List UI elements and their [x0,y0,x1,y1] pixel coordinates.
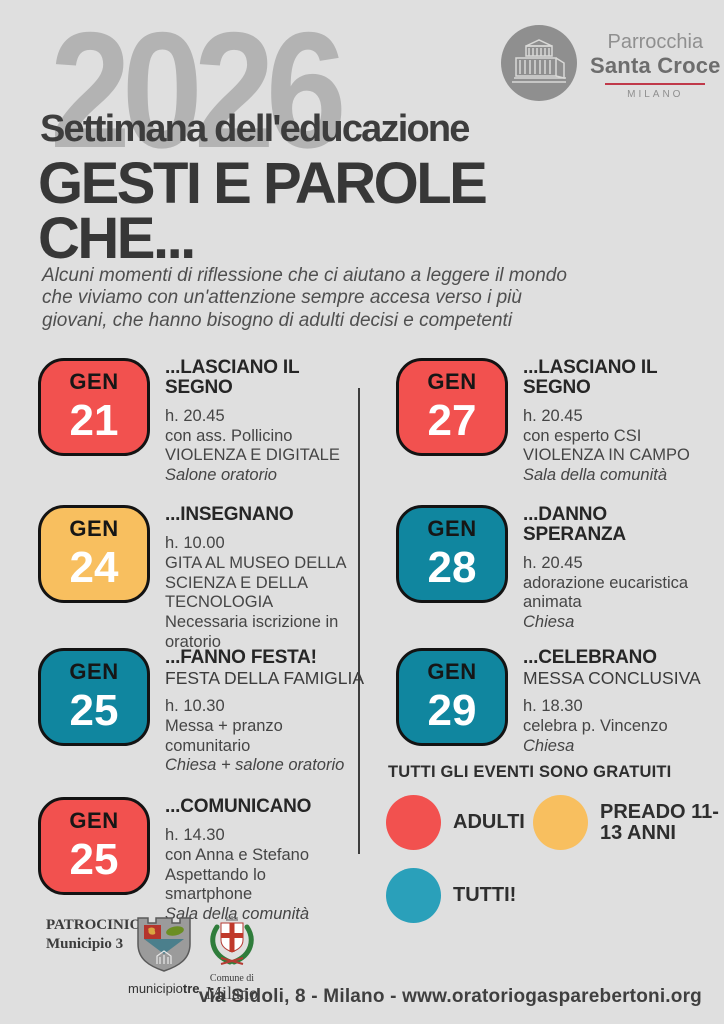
event-date-badge: GEN 24 [38,505,150,603]
legend-dot-tutti [386,868,441,923]
event-location: Salone oratorio [165,466,277,485]
legend-heading: TUTTI GLI EVENTI SONO GRATUITI [388,763,672,781]
patronage-text: PATROCINIO Municipio 3 [46,917,142,952]
event-date-badge: GEN 25 [38,797,150,895]
event-date-badge: GEN 25 [38,648,150,746]
parish-divider-line [605,83,706,86]
event-date-badge: GEN 27 [396,358,508,456]
event-card-gen21: GEN 21 ...LASCIANO IL SEGNO h. 20.45 con… [38,358,357,486]
event-card-gen29: GEN 29 ...CELEBRANO MESSA CONCLUSIVA h. … [396,648,701,756]
church-building-icon [500,24,578,107]
column-divider [358,388,360,854]
event-card-gen25-festa: GEN 25 ...FANNO FESTA! FESTA DELLA FAMIG… [38,648,364,776]
event-title: ...INSEGNANO [165,504,294,525]
event-title: ...LASCIANO IL SEGNO [523,357,658,398]
event-time: h. 20.45 [165,406,225,425]
event-location: Sala della comunità [165,905,310,924]
event-title: ...COMUNICANO [165,796,312,817]
event-time: h. 20.45 [523,553,583,572]
municipio-tre-crest-icon [133,916,195,979]
legend-item-adulti: ADULTI [386,795,525,850]
event-location: Sala della comunità [523,466,668,485]
event-location: Chiesa [523,613,575,632]
event-card-gen27: GEN 27 ...LASCIANO IL SEGNO h. 20.45 con… [396,358,695,486]
event-subtitle: MESSA CONCLUSIVA [523,667,701,688]
event-card-gen24: GEN 24 ...INSEGNANO h. 10.00 GITA AL MUS… [38,505,357,653]
legend-item-tutti: TUTTI! [386,868,516,923]
comune-di-milano-crest-icon [206,915,258,972]
event-title: ...LASCIANO IL SEGNO [165,357,300,398]
municipio-tre-crest: municipiotre [128,916,200,996]
event-card-gen25-comunicano: GEN 25 ...COMUNICANO h. 14.30 con Anna e… [38,797,357,925]
event-title: ...FANNO FESTA! [165,647,317,668]
municipio-tre-caption: municipiotre [128,981,200,996]
intro-paragraph: Alcuni momenti di riflessione che ci aiu… [42,265,567,331]
event-time: h. 10.30 [165,697,225,716]
event-subtitle: FESTA DELLA FAMIGLIA [165,667,365,688]
event-title: ...CELEBRANO [523,647,657,668]
event-time: h. 14.30 [165,825,225,844]
event-time: h. 20.45 [523,406,583,425]
footer-address: via Sidoli, 8 - Milano - www.oratoriogas… [198,986,702,1007]
legend-dot-preado [533,795,588,850]
event-time: h. 18.30 [523,697,583,716]
event-time: h. 10.00 [165,533,225,552]
event-date-badge: GEN 21 [38,358,150,456]
parish-name: Parrocchia [607,30,704,53]
event-card-gen28: GEN 28 ...DANNO SPERANZA h. 20.45 adoraz… [396,505,699,633]
parish-logo: Parrocchia Santa Croce MILANO [500,24,721,107]
poster-title-line1: GESTI E PAROLE [38,151,488,216]
legend-item-preado: PREADO 11-13 ANNI [533,795,720,850]
legend-dot-adulti [386,795,441,850]
event-location: Chiesa + salone oratorio [165,756,345,775]
event-date-badge: GEN 28 [396,505,508,603]
event-title: ...DANNO SPERANZA [523,504,626,545]
year-headline: 2026 [50,0,347,182]
event-location: Chiesa [523,736,575,755]
poster-subtitle: Settimana dell'educazione [40,108,470,150]
event-date-badge: GEN 29 [396,648,508,746]
poster-title-line2: CHE... [38,206,196,272]
parish-title: Santa Croce [590,52,721,78]
comune-di-milano-crest: Comune di Milano [206,915,258,1002]
parish-city: MILANO [627,89,684,101]
poster-title: GESTI E PAROLE CHE... [38,151,488,272]
